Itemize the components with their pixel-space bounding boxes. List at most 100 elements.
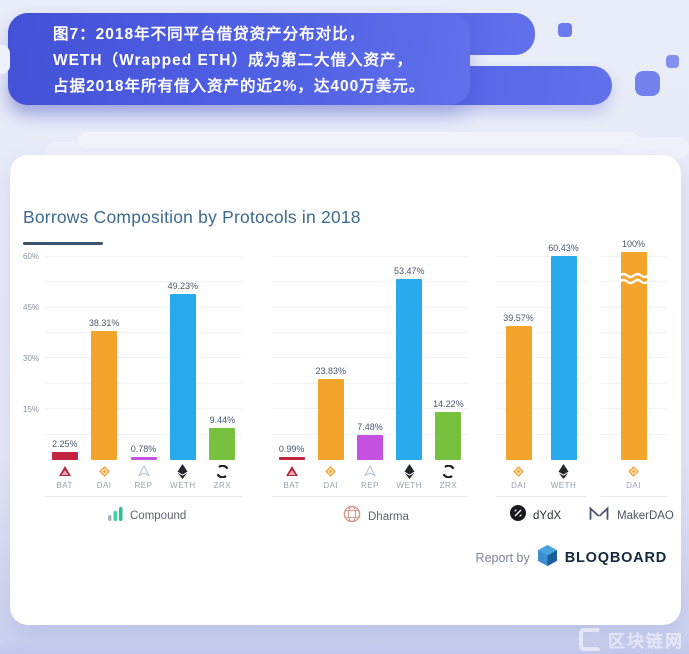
bar-column: 39.57% bbox=[496, 313, 541, 460]
dai-icon bbox=[512, 463, 525, 479]
bar-weth bbox=[550, 255, 577, 460]
token-cell: BAT bbox=[45, 463, 84, 490]
gridline bbox=[496, 433, 586, 435]
token-cell: ZRX bbox=[429, 463, 468, 490]
bar-dai bbox=[91, 330, 118, 460]
bar-value-label: 7.48% bbox=[357, 421, 383, 432]
rep-icon bbox=[137, 463, 150, 479]
dai-icon bbox=[324, 463, 337, 479]
makerdao-icon bbox=[588, 505, 610, 526]
bar-column: 60.43% bbox=[541, 243, 586, 460]
axis-break-icon bbox=[619, 272, 648, 285]
rep-icon bbox=[364, 463, 376, 479]
y-axis-tick: 15% bbox=[23, 405, 40, 414]
bar-column: 23.83% bbox=[311, 366, 350, 460]
gridline bbox=[496, 382, 586, 384]
bat-icon bbox=[285, 463, 298, 479]
bar-value-label: 60.43% bbox=[548, 242, 579, 253]
token-label: WETH bbox=[550, 481, 577, 490]
gridline bbox=[45, 281, 242, 283]
report-by: Report by BLOQBOARD bbox=[476, 545, 667, 571]
dydx-icon bbox=[510, 505, 526, 526]
token-cell: ZRX bbox=[203, 463, 242, 490]
decor-square bbox=[666, 55, 679, 68]
bar-value-label: 23.83% bbox=[315, 366, 347, 377]
bar-rep bbox=[357, 434, 383, 460]
gridline bbox=[45, 255, 242, 257]
gridline bbox=[496, 306, 586, 308]
bar-column: 7.48% bbox=[350, 422, 389, 460]
zrx-icon bbox=[216, 463, 229, 479]
dai-icon bbox=[98, 463, 111, 479]
bloqboard-brand-label: BLOQBOARD bbox=[564, 550, 667, 566]
gridline bbox=[272, 382, 468, 384]
protocol-label: dYdX bbox=[533, 509, 562, 522]
watermark-text: 区块链网 bbox=[608, 632, 684, 651]
header-caption: 图7：2018年不同平台借贷资产分布对比， WETH（Wrapped ETH）成… bbox=[53, 22, 425, 100]
bat-icon bbox=[58, 463, 71, 479]
token-cell: WETH bbox=[390, 463, 429, 490]
bar-column: 100% bbox=[600, 239, 667, 460]
gridline bbox=[272, 306, 468, 308]
header-shape bbox=[8, 13, 470, 105]
bar-value-label: 0.99% bbox=[278, 443, 305, 454]
zrx-icon bbox=[442, 463, 455, 479]
gridline bbox=[496, 332, 586, 333]
compound-icon bbox=[108, 505, 123, 526]
token-label: DAI bbox=[511, 481, 526, 490]
weth-icon bbox=[558, 463, 569, 479]
token-label: BAT bbox=[56, 481, 73, 490]
bar-value-label: 14.22% bbox=[433, 398, 464, 409]
token-cell: BAT bbox=[272, 463, 311, 490]
plot-area: 100% bbox=[600, 239, 667, 460]
token-cell: DAI bbox=[600, 463, 667, 490]
bar-value-label: 53.47% bbox=[393, 266, 425, 277]
gridline bbox=[272, 281, 468, 283]
decor-card-layer bbox=[620, 137, 689, 159]
decor-notch bbox=[0, 45, 10, 74]
decor-card-layer bbox=[78, 132, 638, 148]
watermark: 区块链网 bbox=[579, 627, 684, 652]
bar-column: 53.47% bbox=[390, 266, 429, 460]
token-cell: DAI bbox=[84, 463, 123, 490]
dai-icon bbox=[627, 463, 640, 479]
bar-value-label: 38.31% bbox=[88, 317, 120, 328]
token-legend-row: BAT DAI REP WETH ZRX bbox=[45, 463, 242, 490]
bar-column: 14.22% bbox=[429, 399, 468, 460]
bar-column: 0.78% bbox=[124, 444, 163, 460]
header-line-2: WETH（Wrapped ETH）成为第二大借入资产， bbox=[53, 52, 413, 69]
plot-area: 2.25% 38.31% 0.78% 49.23% 9.44% bbox=[45, 240, 242, 460]
gridline bbox=[45, 433, 242, 435]
token-cell: DAI bbox=[311, 463, 350, 490]
bar-rep bbox=[130, 457, 157, 460]
bar-value-label: 100% bbox=[621, 239, 646, 249]
token-label: BAT bbox=[283, 481, 300, 490]
token-label: REP bbox=[361, 481, 379, 490]
token-label: DAI bbox=[626, 481, 641, 490]
gridline bbox=[496, 357, 586, 359]
bar-value-label: 2.25% bbox=[51, 439, 78, 450]
gridline bbox=[272, 332, 468, 333]
compound-logo: Compound bbox=[108, 505, 186, 526]
gridline bbox=[272, 408, 468, 410]
token-label: ZRX bbox=[439, 481, 458, 490]
protocol-label: Dharma bbox=[368, 510, 409, 523]
gridline bbox=[496, 281, 586, 283]
report-by-label: Report by bbox=[475, 551, 530, 565]
decor-square bbox=[558, 23, 572, 37]
token-label: WETH bbox=[396, 481, 422, 490]
bar-dai bbox=[619, 252, 648, 460]
bar-bat bbox=[51, 452, 78, 460]
weth-icon bbox=[404, 463, 415, 479]
bar-bat bbox=[278, 456, 305, 460]
gridline bbox=[45, 306, 242, 308]
weth-icon bbox=[177, 463, 188, 479]
bar-dai bbox=[505, 326, 532, 460]
title-underline bbox=[23, 242, 103, 245]
bar-column: 49.23% bbox=[163, 281, 202, 460]
chart-panel-dydx: 39.57% 60.43% DAI WETH bbox=[496, 240, 586, 497]
bar-column: 2.25% bbox=[45, 439, 84, 460]
dydx-logo: dYdX bbox=[510, 505, 561, 526]
chart-card: Borrows Composition by Protocols in 2018… bbox=[10, 155, 681, 625]
y-axis-tick: 60% bbox=[23, 252, 40, 261]
